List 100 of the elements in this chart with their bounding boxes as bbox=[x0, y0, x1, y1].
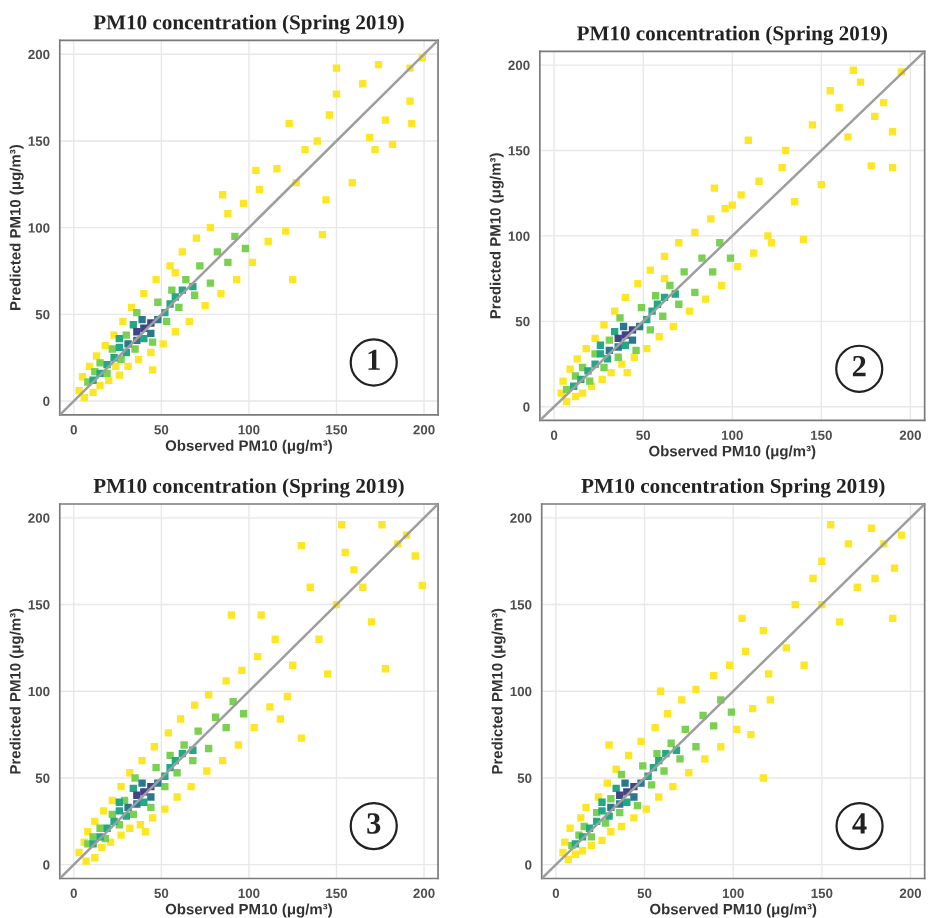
point bbox=[685, 307, 694, 315]
point bbox=[324, 670, 332, 678]
point bbox=[596, 350, 605, 358]
point bbox=[826, 87, 834, 95]
point bbox=[82, 857, 90, 865]
point bbox=[844, 133, 852, 141]
point bbox=[582, 803, 590, 812]
point bbox=[701, 295, 710, 303]
point bbox=[204, 691, 213, 699]
point bbox=[632, 346, 640, 355]
point bbox=[835, 104, 843, 112]
point bbox=[196, 262, 204, 270]
point bbox=[607, 795, 615, 803]
point bbox=[871, 574, 879, 583]
point bbox=[721, 204, 729, 213]
point bbox=[614, 353, 622, 361]
point bbox=[115, 798, 123, 806]
point bbox=[611, 307, 619, 315]
point bbox=[790, 198, 799, 206]
point bbox=[601, 819, 610, 827]
point bbox=[148, 338, 157, 346]
point bbox=[241, 244, 250, 253]
point bbox=[341, 548, 349, 557]
point bbox=[725, 661, 734, 669]
point bbox=[867, 162, 875, 170]
point bbox=[598, 807, 606, 815]
point bbox=[129, 810, 137, 819]
point bbox=[206, 279, 215, 287]
point bbox=[605, 741, 613, 749]
point bbox=[283, 692, 292, 701]
point bbox=[817, 181, 826, 189]
point bbox=[266, 703, 274, 711]
point bbox=[222, 677, 230, 685]
point bbox=[147, 793, 155, 801]
point bbox=[764, 670, 773, 678]
point bbox=[350, 566, 358, 574]
point bbox=[138, 779, 146, 787]
point bbox=[759, 774, 767, 782]
point bbox=[152, 763, 160, 772]
point bbox=[659, 312, 667, 320]
point bbox=[129, 784, 137, 793]
point bbox=[603, 779, 611, 787]
point bbox=[96, 359, 104, 367]
point bbox=[667, 739, 675, 747]
point bbox=[759, 626, 767, 635]
point bbox=[728, 201, 736, 209]
point bbox=[600, 321, 608, 329]
point bbox=[222, 723, 230, 732]
point bbox=[257, 611, 265, 619]
chart-title: PM10 concentration Spring 2019) bbox=[581, 478, 885, 498]
point bbox=[782, 644, 791, 652]
point bbox=[800, 661, 808, 669]
point bbox=[707, 215, 715, 223]
point bbox=[663, 710, 672, 718]
point bbox=[133, 791, 141, 799]
point bbox=[691, 228, 699, 237]
point bbox=[675, 300, 683, 308]
point bbox=[726, 254, 735, 262]
point bbox=[691, 288, 699, 296]
point bbox=[108, 796, 116, 805]
annotation: 3 bbox=[367, 813, 381, 834]
point bbox=[741, 647, 750, 656]
point bbox=[190, 701, 199, 709]
point bbox=[655, 333, 663, 341]
point bbox=[617, 822, 626, 831]
point bbox=[685, 769, 693, 777]
point bbox=[161, 805, 169, 813]
point bbox=[856, 78, 865, 86]
point bbox=[799, 235, 808, 244]
annotation: 1 bbox=[368, 349, 380, 370]
point bbox=[692, 685, 700, 694]
point bbox=[578, 389, 587, 397]
point bbox=[710, 671, 718, 680]
point bbox=[766, 696, 775, 704]
point bbox=[180, 741, 188, 749]
point bbox=[630, 793, 638, 801]
point bbox=[827, 521, 835, 529]
point bbox=[643, 345, 651, 353]
point bbox=[98, 843, 106, 851]
point bbox=[91, 817, 99, 825]
point bbox=[755, 177, 763, 185]
point bbox=[660, 252, 669, 261]
point bbox=[737, 191, 745, 199]
point bbox=[187, 782, 195, 791]
point bbox=[778, 163, 786, 172]
point bbox=[791, 600, 799, 609]
point bbox=[115, 807, 123, 815]
point bbox=[596, 341, 605, 349]
point bbox=[666, 281, 674, 290]
point bbox=[136, 821, 145, 829]
point bbox=[680, 268, 688, 276]
point bbox=[378, 521, 386, 529]
point bbox=[676, 755, 684, 763]
point bbox=[99, 807, 108, 815]
point bbox=[161, 782, 169, 791]
point bbox=[889, 614, 897, 623]
annotation: 2 bbox=[852, 355, 866, 377]
point bbox=[701, 755, 709, 763]
point bbox=[189, 756, 197, 765]
point bbox=[749, 704, 757, 713]
